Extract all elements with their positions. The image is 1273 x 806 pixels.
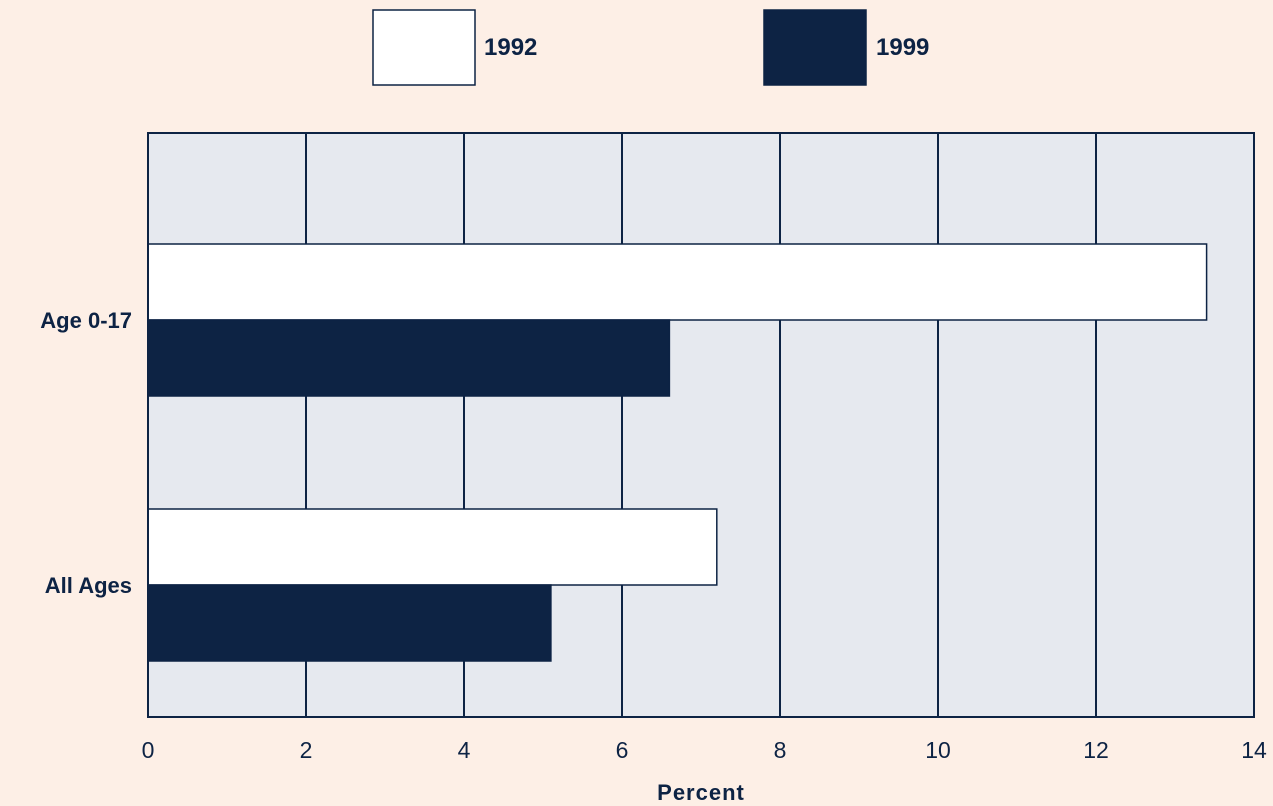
x-tick-label: 8 bbox=[774, 737, 787, 763]
legend-label-1992: 1992 bbox=[484, 34, 537, 61]
legend-swatch-1992 bbox=[372, 9, 476, 86]
gridlines bbox=[305, 133, 1097, 717]
legend: 1992 1999 bbox=[372, 9, 929, 86]
plot-frame bbox=[147, 132, 1255, 718]
bar-age-0-17-1992 bbox=[147, 243, 1208, 321]
x-tick-label: 6 bbox=[616, 737, 629, 763]
x-tick-label: 2 bbox=[300, 737, 313, 763]
category-labels: Age 0-17 All Ages bbox=[40, 308, 132, 598]
bars bbox=[147, 243, 1208, 662]
x-tick-labels: 0 2 4 6 8 10 12 14 bbox=[142, 737, 1267, 763]
x-tick-label: 0 bbox=[142, 737, 155, 763]
legend-swatch-1999 bbox=[763, 9, 867, 86]
bar-all-ages-1999 bbox=[147, 584, 552, 662]
category-label: All Ages bbox=[45, 573, 132, 598]
x-tick-label: 4 bbox=[458, 737, 471, 763]
bar-age-0-17-1999 bbox=[147, 319, 671, 397]
x-tick-label: 12 bbox=[1083, 737, 1109, 763]
bar-all-ages-1992 bbox=[147, 508, 718, 586]
x-tick-label: 14 bbox=[1241, 737, 1267, 763]
x-tick-label: 10 bbox=[925, 737, 951, 763]
category-label: Age 0-17 bbox=[40, 308, 132, 333]
x-axis-title: Percent bbox=[657, 780, 745, 805]
legend-label-1999: 1999 bbox=[876, 34, 929, 61]
